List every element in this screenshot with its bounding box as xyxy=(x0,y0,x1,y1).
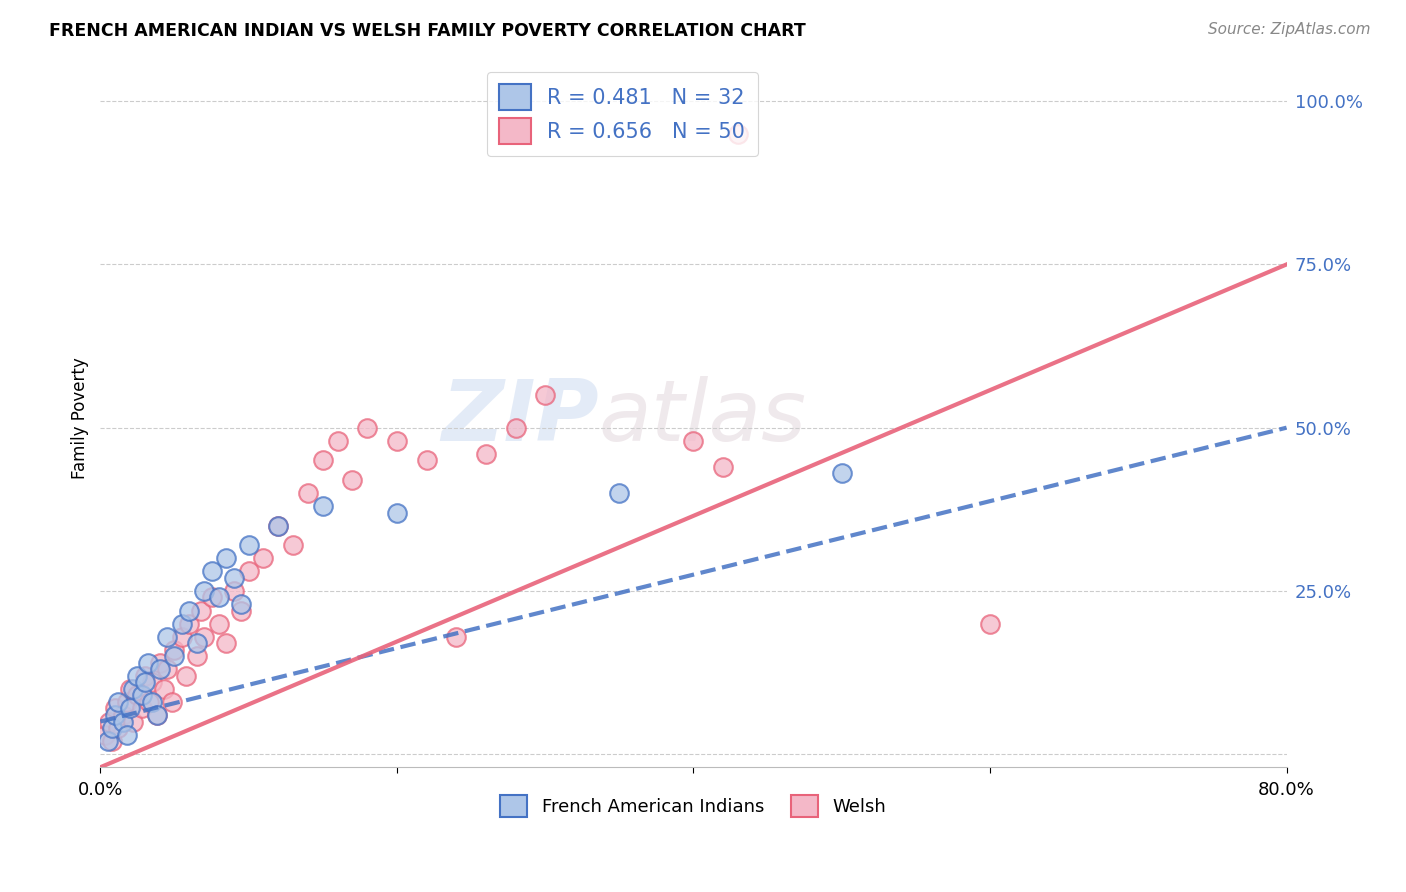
Point xyxy=(215,636,238,650)
Point xyxy=(385,506,408,520)
Point xyxy=(326,434,349,448)
Point xyxy=(179,616,201,631)
Point xyxy=(193,630,215,644)
Point xyxy=(122,714,145,729)
Legend: French American Indians, Welsh: French American Indians, Welsh xyxy=(494,789,894,824)
Point xyxy=(238,565,260,579)
Point xyxy=(342,473,364,487)
Point xyxy=(118,681,141,696)
Point xyxy=(94,728,117,742)
Point xyxy=(149,662,172,676)
Point xyxy=(727,127,749,141)
Point xyxy=(145,708,167,723)
Point xyxy=(101,734,124,748)
Point xyxy=(979,616,1001,631)
Point xyxy=(115,728,138,742)
Point xyxy=(134,675,156,690)
Point xyxy=(385,434,408,448)
Point xyxy=(179,603,201,617)
Point xyxy=(153,681,176,696)
Point xyxy=(163,649,186,664)
Point xyxy=(281,538,304,552)
Text: atlas: atlas xyxy=(599,376,807,459)
Point xyxy=(444,630,467,644)
Point xyxy=(267,518,290,533)
Text: Source: ZipAtlas.com: Source: ZipAtlas.com xyxy=(1208,22,1371,37)
Point xyxy=(208,591,231,605)
Point xyxy=(97,734,120,748)
Point xyxy=(163,642,186,657)
Point xyxy=(222,571,245,585)
Point xyxy=(215,551,238,566)
Point xyxy=(193,583,215,598)
Point xyxy=(104,701,127,715)
Point xyxy=(475,447,498,461)
Point xyxy=(231,603,253,617)
Point xyxy=(115,695,138,709)
Point xyxy=(534,388,557,402)
Point xyxy=(831,467,853,481)
Point xyxy=(127,669,149,683)
Point xyxy=(176,669,198,683)
Point xyxy=(170,616,193,631)
Point xyxy=(252,551,274,566)
Point xyxy=(141,695,163,709)
Text: FRENCH AMERICAN INDIAN VS WELSH FAMILY POVERTY CORRELATION CHART: FRENCH AMERICAN INDIAN VS WELSH FAMILY P… xyxy=(49,22,806,40)
Point xyxy=(136,656,159,670)
Point xyxy=(208,616,231,631)
Point xyxy=(138,695,160,709)
Point xyxy=(101,721,124,735)
Y-axis label: Family Poverty: Family Poverty xyxy=(72,357,89,479)
Point xyxy=(118,701,141,715)
Point xyxy=(149,656,172,670)
Point xyxy=(111,714,134,729)
Text: ZIP: ZIP xyxy=(441,376,599,459)
Point xyxy=(186,636,208,650)
Point xyxy=(200,565,222,579)
Point xyxy=(607,486,630,500)
Point xyxy=(98,714,121,729)
Point xyxy=(356,420,378,434)
Point xyxy=(131,701,153,715)
Point xyxy=(156,630,179,644)
Point xyxy=(200,591,222,605)
Point xyxy=(711,459,734,474)
Point xyxy=(312,499,335,513)
Point xyxy=(156,662,179,676)
Point xyxy=(107,695,129,709)
Point xyxy=(107,721,129,735)
Point xyxy=(222,583,245,598)
Point xyxy=(238,538,260,552)
Point xyxy=(190,603,212,617)
Point xyxy=(131,689,153,703)
Point xyxy=(134,669,156,683)
Point xyxy=(415,453,437,467)
Point xyxy=(186,649,208,664)
Point xyxy=(141,675,163,690)
Point xyxy=(312,453,335,467)
Point xyxy=(160,695,183,709)
Point xyxy=(170,630,193,644)
Point xyxy=(111,708,134,723)
Point xyxy=(122,681,145,696)
Point xyxy=(267,518,290,533)
Point xyxy=(505,420,527,434)
Point xyxy=(231,597,253,611)
Point xyxy=(104,708,127,723)
Point xyxy=(297,486,319,500)
Point xyxy=(682,434,704,448)
Point xyxy=(127,689,149,703)
Point xyxy=(145,708,167,723)
